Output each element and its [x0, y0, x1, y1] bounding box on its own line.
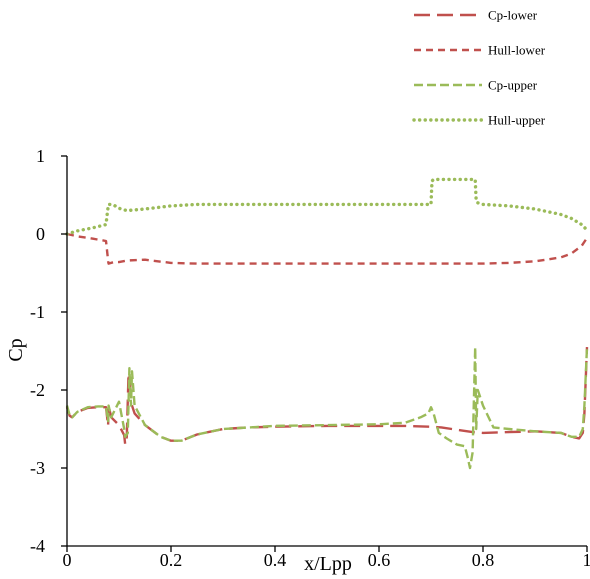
- y-tick-label: 1: [36, 146, 45, 166]
- legend-label: Cp-upper: [488, 78, 538, 93]
- legend-label: Hull-upper: [488, 113, 546, 128]
- legend-label: Hull-lower: [488, 43, 546, 58]
- legend-item: Cp-upper: [414, 78, 538, 93]
- y-tick-label: -2: [30, 380, 45, 400]
- legend-item: Hull-lower: [414, 43, 546, 58]
- x-tick-label: 1: [583, 550, 590, 570]
- legend: Cp-lower Hull-lower Cp-upper Hull-upper: [412, 8, 546, 128]
- series-line-cp-lower: [65, 347, 589, 446]
- y-tick-label: -1: [30, 302, 45, 322]
- axes: 1 0 -1 -2 -3 -4 0 0.2 0.4 0.6 0.8 1: [30, 146, 590, 570]
- legend-item: Cp-lower: [414, 8, 538, 23]
- x-tick-label: 0: [63, 550, 72, 570]
- x-axis-title: x/Lpp: [304, 553, 352, 575]
- plot-area: [65, 177, 589, 470]
- series-line-cp-upper: [65, 345, 589, 470]
- series-line-hull-lower: [66, 232, 588, 265]
- y-tick-label: -3: [30, 458, 45, 478]
- x-tick-label: 0.4: [264, 550, 287, 570]
- x-tick-label: 0.6: [368, 550, 391, 570]
- series-line-hull-upper: [65, 177, 589, 236]
- legend-item: Hull-upper: [412, 113, 546, 128]
- x-tick-label: 0.8: [472, 550, 495, 570]
- y-tick-label: 0: [36, 224, 45, 244]
- y-tick-label: -4: [30, 536, 45, 556]
- legend-label: Cp-lower: [488, 8, 538, 23]
- x-tick-label: 0.2: [160, 550, 183, 570]
- y-axis-title: Cp: [5, 338, 27, 361]
